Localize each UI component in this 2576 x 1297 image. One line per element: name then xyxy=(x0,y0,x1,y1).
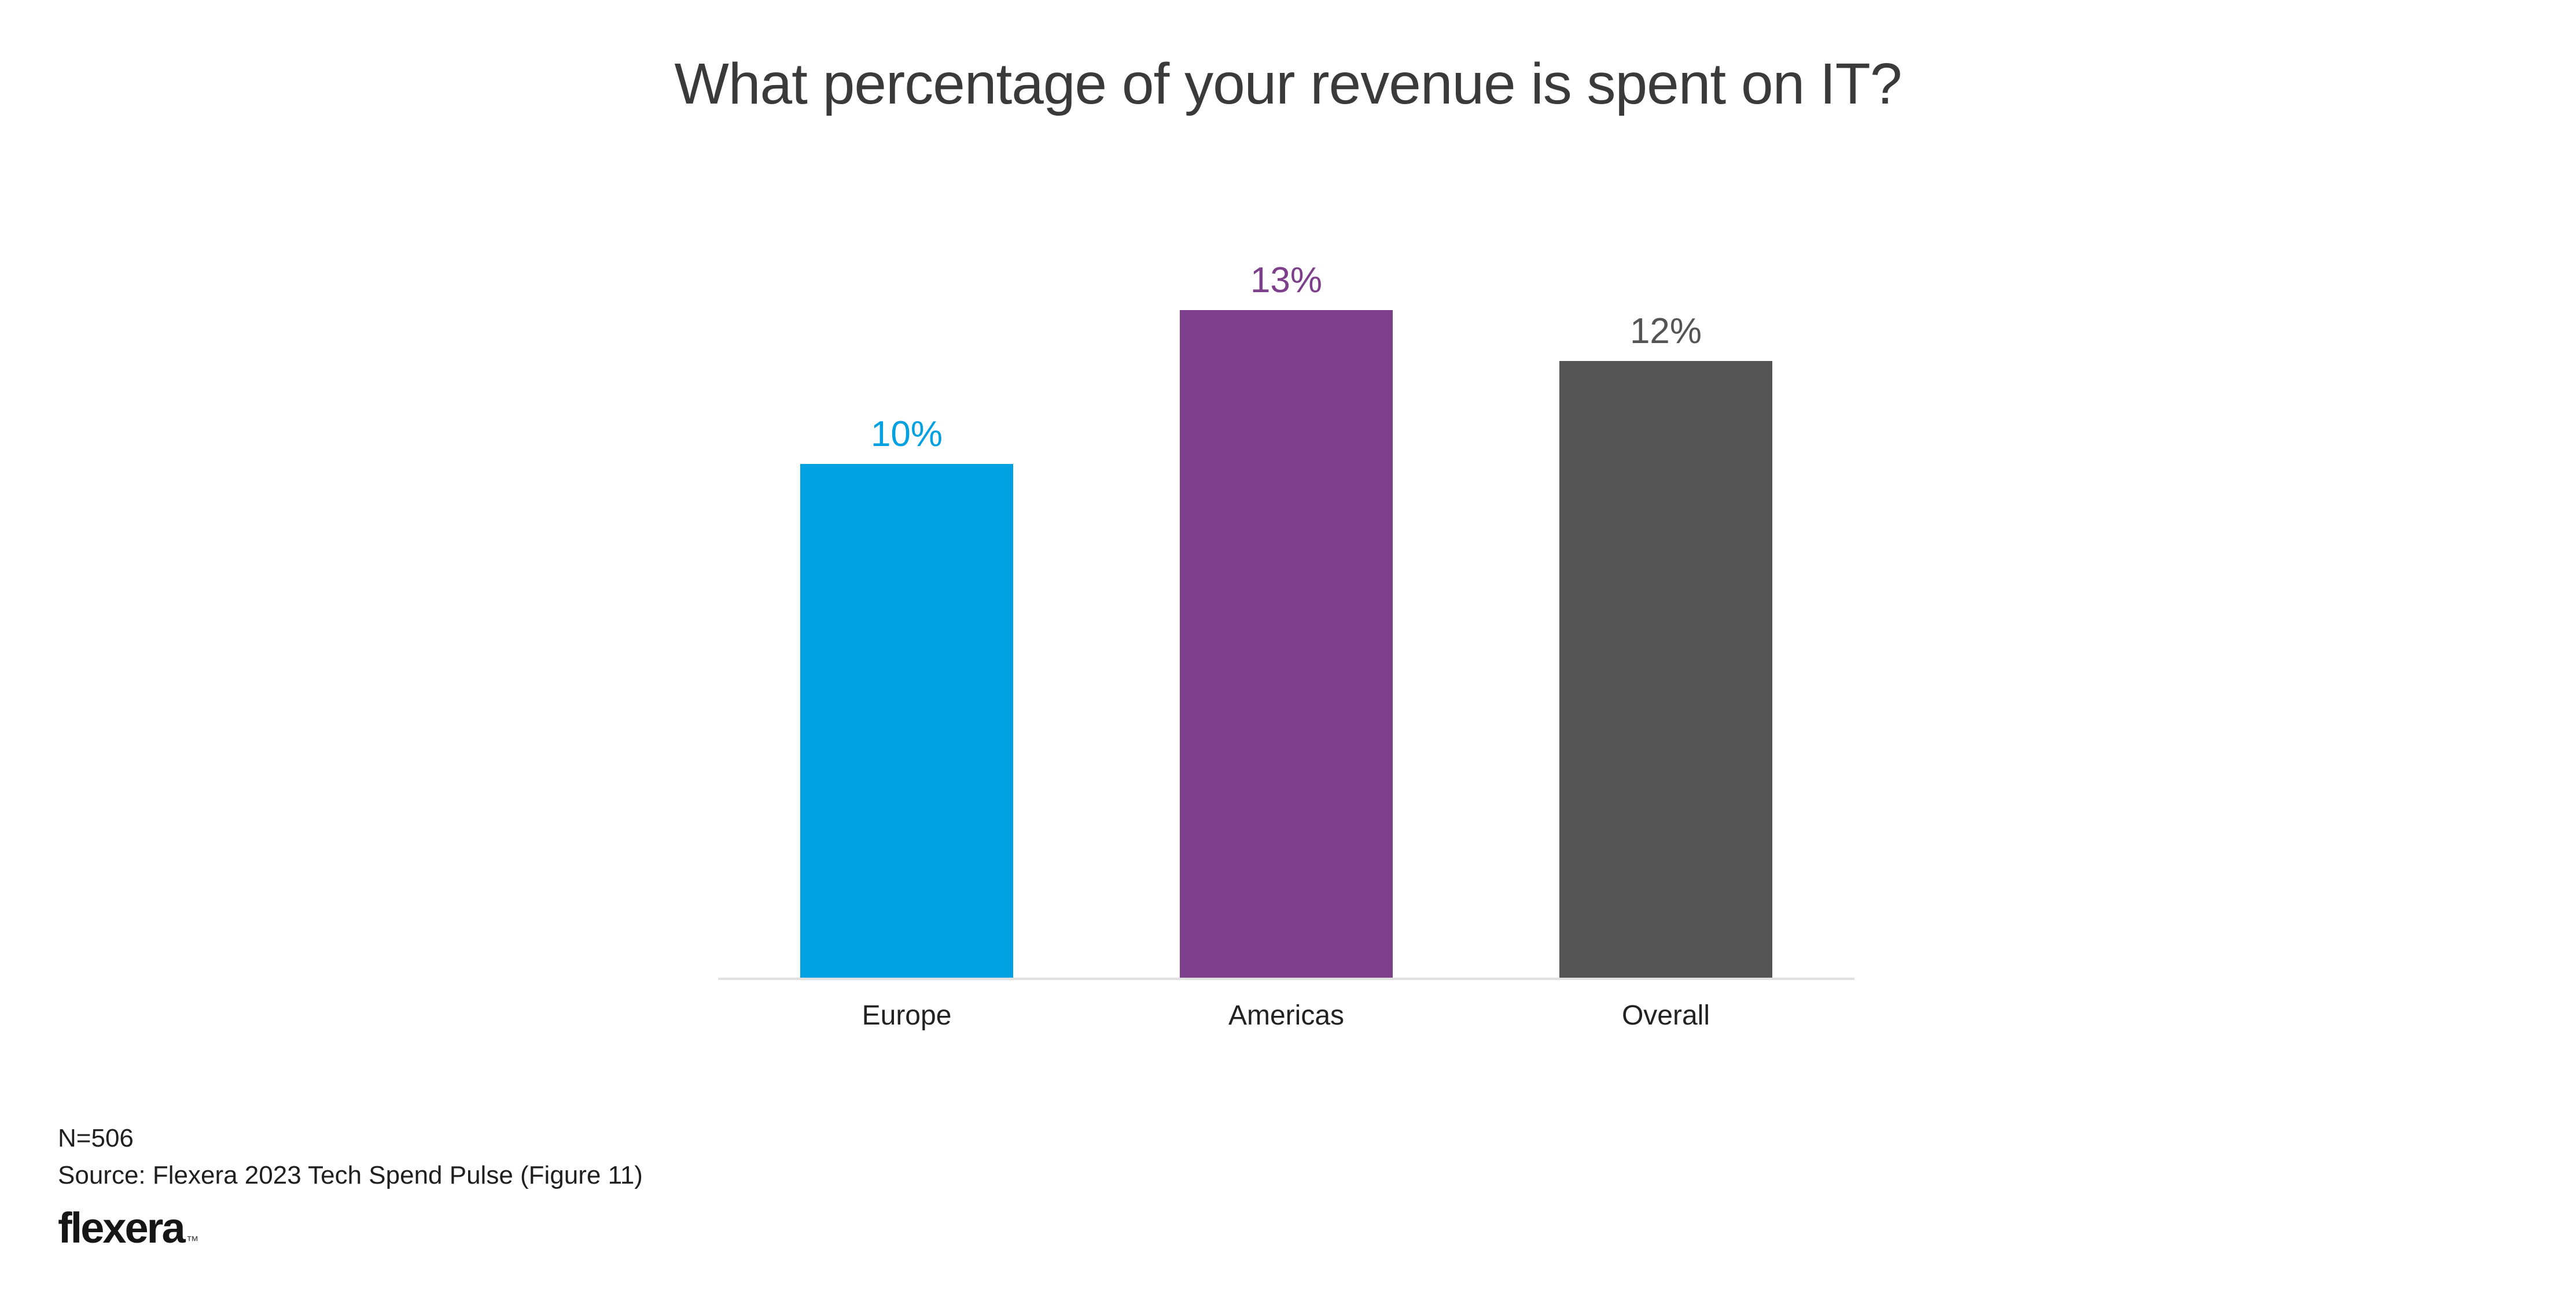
sample-size-note: N=506 xyxy=(58,1124,134,1152)
category-label-overall: Overall xyxy=(1621,1000,1710,1031)
plot-area: 10% 13% 12% xyxy=(718,207,1854,978)
bar-group-americas: 13% xyxy=(1180,260,1393,978)
category-label-europe: Europe xyxy=(862,1000,952,1031)
bar-value-label-europe: 10% xyxy=(870,414,943,454)
category-axis-labels: Europe Americas Overall xyxy=(718,1000,1854,1031)
category-label-americas: Americas xyxy=(1228,1000,1345,1031)
bars-row: 10% 13% 12% xyxy=(718,207,1854,978)
bar-value-label-americas: 13% xyxy=(1250,260,1323,300)
bar-group-overall: 12% xyxy=(1559,311,1772,978)
bar-rect-americas xyxy=(1180,310,1393,978)
bar-group-europe: 10% xyxy=(800,414,1013,978)
bar-value-label-overall: 12% xyxy=(1629,311,1702,351)
x-axis-line xyxy=(718,978,1854,980)
source-note: Source: Flexera 2023 Tech Spend Pulse (F… xyxy=(58,1161,643,1189)
trademark-mark: ™ xyxy=(186,1233,199,1248)
chart-title: What percentage of your revenue is spent… xyxy=(674,51,1902,116)
bar-rect-overall xyxy=(1559,361,1772,978)
bar-rect-europe xyxy=(800,464,1013,978)
flexera-logo: flexera ™ xyxy=(58,1207,643,1250)
footer: N=506 Source: Flexera 2023 Tech Spend Pu… xyxy=(58,1120,643,1250)
flexera-logo-text: flexera xyxy=(58,1204,186,1252)
